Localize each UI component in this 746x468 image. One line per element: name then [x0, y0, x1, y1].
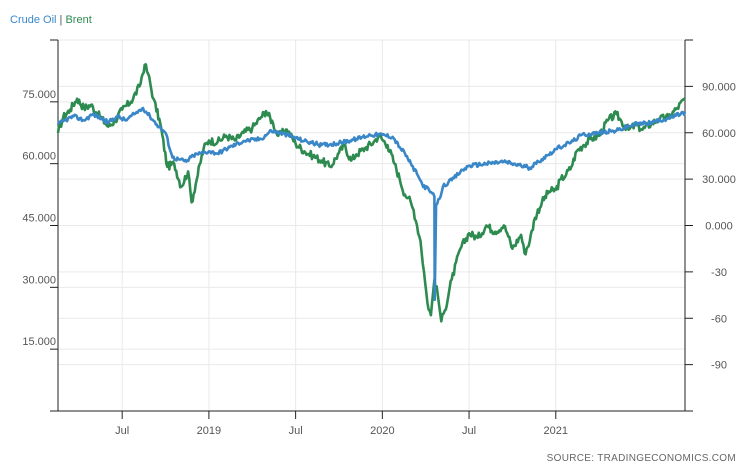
- chart-legend: Crude Oil | Brent: [10, 14, 92, 26]
- legend-crude-oil[interactable]: Crude Oil: [10, 14, 57, 26]
- x-tick-label: 2021: [544, 425, 568, 437]
- series-line-crude-oil: [56, 106, 687, 301]
- y-left-tick-label: 15.000: [22, 336, 56, 348]
- x-tick-label: 2019: [197, 425, 221, 437]
- y-left-tick-label: 45.000: [22, 213, 56, 225]
- y-right-tick-label: 60.000: [702, 128, 736, 140]
- y-right-tick-label: -90: [711, 360, 727, 372]
- y-right-tick-label: 0.000: [705, 221, 733, 233]
- source-credit: SOURCE: TRADINGECONOMICS.COM: [546, 453, 736, 464]
- x-tick-label: Jul: [115, 425, 129, 437]
- chart-axes: 75.000 60.000 45.000 30.000 15.000 90.000 60.0…: [22, 39, 736, 437]
- series-line-brent: [56, 63, 686, 323]
- y-left-tick-label: 75.000: [22, 89, 56, 101]
- x-tick-label: Jul: [289, 425, 303, 437]
- legend-brent[interactable]: Brent: [65, 14, 92, 26]
- y-left-tick-label: 60.000: [22, 151, 56, 163]
- legend-separator: |: [59, 14, 63, 26]
- chart-grid: [58, 39, 685, 411]
- x-tick-label: 2020: [370, 425, 394, 437]
- chart-series: [56, 63, 687, 323]
- x-tick-label: Jul: [462, 425, 476, 437]
- y-right-tick-label: 30.000: [702, 174, 736, 186]
- y-right-tick-label: -30: [711, 267, 727, 279]
- y-left-tick-label: 30.000: [22, 274, 56, 286]
- y-right-tick-label: -60: [711, 313, 727, 325]
- y-right-tick-label: 90.000: [702, 81, 736, 93]
